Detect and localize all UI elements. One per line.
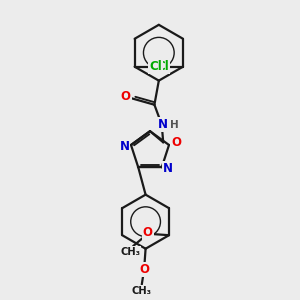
Text: N: N [158, 118, 168, 131]
Text: O: O [121, 90, 130, 103]
Text: CH₃: CH₃ [120, 247, 140, 257]
Text: N: N [163, 162, 173, 175]
Text: O: O [143, 226, 153, 239]
Text: O: O [139, 263, 149, 276]
Text: N: N [119, 140, 130, 153]
Text: Cl: Cl [156, 60, 169, 73]
Text: O: O [171, 136, 181, 149]
Text: H: H [170, 120, 178, 130]
Text: CH₃: CH₃ [132, 286, 152, 296]
Text: Cl: Cl [149, 60, 162, 73]
